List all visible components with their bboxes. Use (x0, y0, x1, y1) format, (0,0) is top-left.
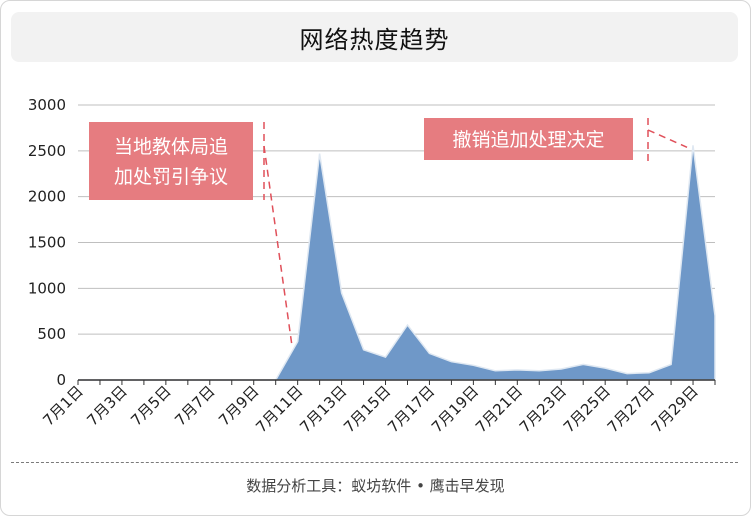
y-tick-label: 500 (37, 325, 66, 343)
y-tick-label: 0 (56, 371, 66, 389)
x-tick-label: 7月7日 (171, 382, 218, 429)
title-bar: 网络热度趋势 (11, 12, 738, 62)
x-tick-label: 7月27日 (604, 382, 658, 436)
x-axis-ticks: 7月1日7月3日7月5日7月7日7月9日7月11日7月13日7月15日7月17日… (39, 382, 701, 436)
annotation-text: 当地教体局追 (114, 136, 228, 158)
y-tick-label: 3000 (28, 96, 66, 114)
y-tick-label: 1500 (28, 234, 66, 252)
x-tick-label: 7月29日 (648, 382, 702, 436)
y-tick-label: 2500 (28, 142, 66, 160)
annotation-box (89, 122, 253, 200)
annotation-2: 撤销追加处理决定 (424, 118, 688, 162)
x-tick-label: 7月3日 (83, 382, 130, 429)
chart-title: 网络热度趋势 (299, 25, 450, 54)
annotation-text: 加处罚引争议 (114, 166, 228, 188)
x-tick-label: 7月5日 (127, 382, 174, 429)
y-axis-ticks: 0 500 1000 1500 2000 2500 3000 (28, 96, 66, 389)
annotation-pointer-line (263, 145, 293, 344)
x-tick-label: 7月13日 (296, 382, 350, 436)
x-tick-label: 7月15日 (340, 382, 394, 436)
x-tick-label: 7月19日 (428, 382, 482, 436)
footer-divider (11, 462, 738, 463)
footer-credit: 数据分析工具：蚁坊软件 • 鹰击早发现 (246, 477, 505, 495)
x-tick-label: 7月25日 (560, 382, 614, 436)
x-tick-label: 7月23日 (516, 382, 570, 436)
annotation-pointer-line (647, 129, 688, 149)
x-tick-label: 7月17日 (384, 382, 438, 436)
x-tick-label: 7月11日 (252, 382, 306, 436)
annotation-text: 撤销追加处理决定 (452, 129, 604, 151)
y-tick-label: 2000 (28, 188, 66, 206)
x-tick-label: 7月1日 (39, 382, 86, 429)
y-tick-label: 1000 (28, 279, 66, 297)
annotation-box (424, 118, 633, 160)
x-axis (77, 379, 716, 385)
x-tick-label: 7月21日 (472, 382, 526, 436)
